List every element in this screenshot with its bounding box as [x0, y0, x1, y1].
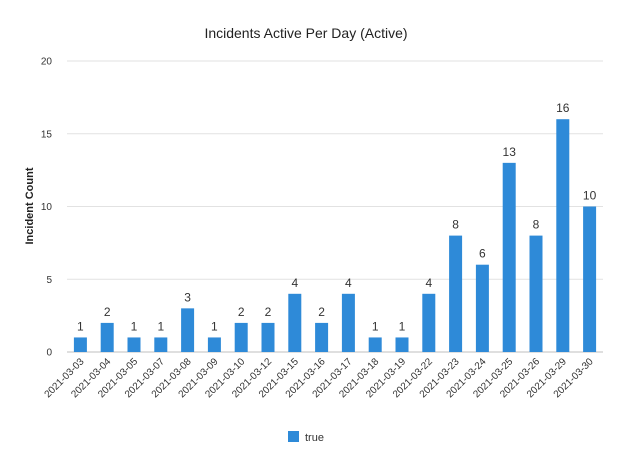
y-tick-labels: 0 5 10 15 20: [41, 57, 53, 359]
x-tick-labels: 2021-03-032021-03-042021-03-052021-03-07…: [43, 356, 596, 400]
bar: [73, 337, 87, 352]
bar: [475, 264, 489, 352]
data-label: 2: [318, 305, 325, 319]
data-label: 10: [583, 189, 597, 203]
data-label: 1: [372, 319, 379, 333]
data-label: 4: [291, 276, 298, 290]
data-label: 16: [556, 101, 570, 115]
data-label: 3: [184, 290, 191, 304]
bar: [502, 162, 516, 352]
bar: [127, 337, 141, 352]
bar: [234, 322, 248, 352]
legend: true: [288, 431, 324, 444]
y-tick-label: 5: [46, 275, 52, 286]
bar: [341, 293, 355, 352]
data-label: 8: [533, 218, 540, 232]
data-label: 1: [131, 319, 138, 333]
data-label: 2: [238, 305, 245, 319]
bar: [422, 293, 436, 352]
legend-label: true: [305, 432, 324, 444]
bar: [395, 337, 409, 352]
data-label: 8: [452, 218, 459, 232]
data-label: 4: [425, 276, 432, 290]
bar: [529, 235, 543, 352]
data-label: 2: [104, 305, 111, 319]
bar: [315, 322, 329, 352]
y-tick-label: 15: [41, 129, 53, 140]
chart-title: Incidents Active Per Day (Active): [204, 25, 407, 41]
data-label: 1: [157, 319, 164, 333]
data-label: 13: [503, 145, 517, 159]
bar: [207, 337, 221, 352]
bar: [181, 308, 195, 352]
data-label: 1: [211, 319, 218, 333]
bar: [288, 293, 302, 352]
bar: [583, 206, 597, 352]
bar: [100, 322, 114, 352]
bar: [154, 337, 168, 352]
data-label: 1: [77, 319, 84, 333]
bar: [449, 235, 463, 352]
data-label: 6: [479, 247, 486, 261]
y-tick-label: 20: [41, 57, 53, 68]
bar: [368, 337, 382, 352]
y-axis-label: Incident Count: [24, 167, 36, 244]
y-tick-label: 10: [41, 202, 53, 213]
data-label: 1: [399, 319, 406, 333]
bar-series: [73, 119, 597, 352]
bar: [556, 119, 570, 352]
legend-swatch: [288, 431, 299, 442]
bar: [261, 322, 275, 352]
data-label: 4: [345, 276, 352, 290]
y-tick-label: 0: [46, 348, 52, 359]
grid-lines: [67, 60, 603, 353]
data-label: 2: [265, 305, 272, 319]
